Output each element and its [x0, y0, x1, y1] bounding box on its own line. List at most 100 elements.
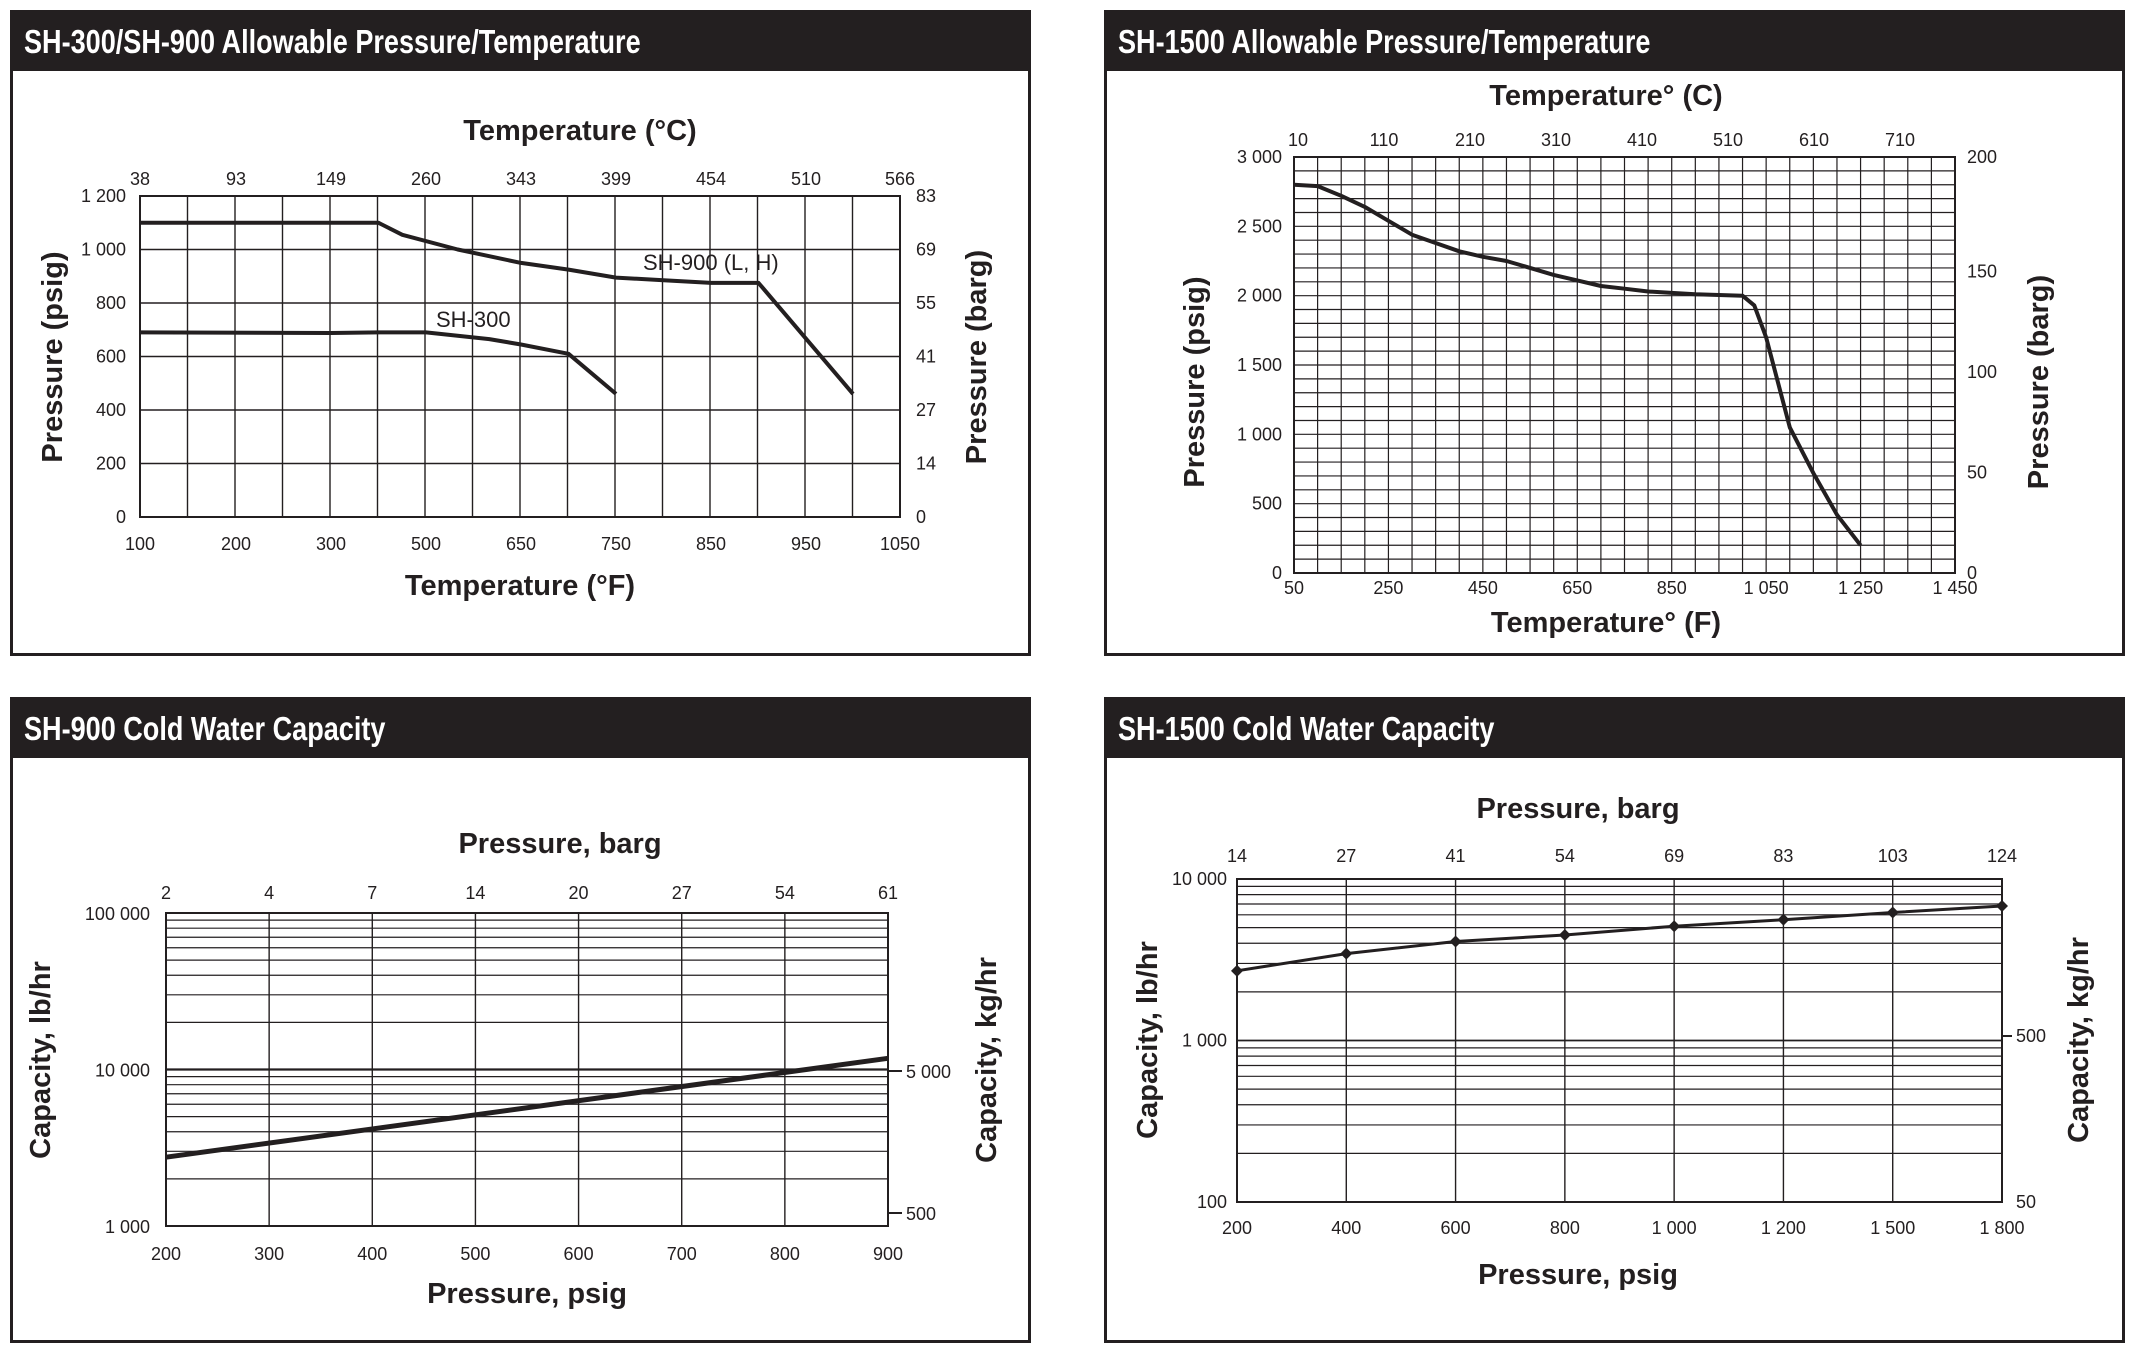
x2-tick-label: 27 — [672, 883, 692, 903]
x-tick-label: 600 — [1441, 1218, 1471, 1238]
y2-axis-title: Pressure (barg) — [2023, 275, 2055, 489]
y-axis-title: Pressure (psig) — [37, 251, 69, 462]
x-tick-label: 650 — [1562, 578, 1592, 598]
y-tick-label: 800 — [96, 293, 126, 313]
x2-axis-title: Temperature° (C) — [1489, 80, 1722, 112]
y-tick-label: 400 — [96, 400, 126, 420]
x-tick-label: 800 — [1550, 1218, 1580, 1238]
x2-tick-label: 27 — [1336, 846, 1356, 866]
y2-tick-label: 100 — [1967, 362, 1997, 382]
x2-tick-label: 7 — [367, 883, 377, 903]
x-tick-label: 800 — [770, 1244, 800, 1264]
x-tick-label: 600 — [564, 1244, 594, 1264]
x-tick-label: 250 — [1373, 578, 1403, 598]
x2-tick-label: 610 — [1799, 130, 1829, 150]
y-axis-title: Pressure (psig) — [1179, 276, 1211, 487]
x2-tick-label: 69 — [1664, 846, 1684, 866]
data-point-marker — [1558, 929, 1571, 942]
x-tick-label: 500 — [411, 534, 441, 554]
x2-tick-label: 343 — [506, 169, 536, 189]
series-line-sh900 — [140, 220, 855, 396]
data-point-marker — [1231, 964, 1243, 977]
x-tick-label: 650 — [506, 534, 536, 554]
chart-capacity-sh1500: 200 400 600 800 1 000 1 200 1 500 1 800 14 27 41 54… — [1132, 793, 2095, 1291]
y-tick-label: 0 — [116, 507, 126, 527]
y-tick-label: 200 — [96, 454, 126, 474]
x-tick-label: 1 500 — [1870, 1218, 1915, 1238]
series-label-sh300: SH-300 — [436, 307, 511, 332]
x-axis-title: Pressure, psig — [1478, 1259, 1678, 1291]
x2-tick-label: 149 — [316, 169, 346, 189]
x-tick-label: 400 — [1331, 1218, 1361, 1238]
x-tick-label: 1050 — [880, 534, 920, 554]
data-point-marker — [1886, 906, 1899, 919]
y2-tick-label: 500 — [906, 1204, 936, 1224]
data-point-marker — [1996, 900, 2008, 913]
y2-axis-title: Capacity, kg/hr — [971, 957, 1003, 1163]
y2-tick-label: 5 000 — [906, 1062, 951, 1082]
y2-axis-title: Pressure (barg) — [961, 250, 993, 464]
x2-tick-label: 410 — [1627, 130, 1657, 150]
x2-tick-label: 83 — [1773, 846, 1793, 866]
panel-title-text: SH-900 Cold Water Capacity — [24, 710, 386, 747]
panel-sh1500-capacity: SH-1500 Cold Water Capacity — [1104, 697, 2125, 1343]
y2-tick-label: 0 — [1967, 563, 1977, 583]
panel-title-text: SH-1500 Allowable Pressure/Temperature — [1118, 23, 1651, 60]
y2-axis-title: Capacity, kg/hr — [2063, 937, 2095, 1143]
x2-tick-label: 454 — [696, 169, 726, 189]
x2-tick-label: 566 — [885, 169, 915, 189]
series-line — [165, 1055, 889, 1160]
y-axis-title: Capacity, lb/hr — [1132, 941, 1164, 1139]
x-tick-label: 700 — [667, 1244, 697, 1264]
y2-tick-label: 0 — [916, 507, 926, 527]
data-point-marker — [1449, 935, 1462, 948]
x-tick-label: 1 000 — [1652, 1218, 1697, 1238]
x2-tick-label: 710 — [1885, 130, 1915, 150]
x-tick-label: 200 — [1222, 1218, 1252, 1238]
x2-tick-label: 124 — [1987, 846, 2017, 866]
y2-tick-label: 150 — [1967, 262, 1997, 282]
y2-tick-label: 55 — [916, 293, 936, 313]
panel-title: SH-300/SH-900 Allowable Pressure/Tempera… — [13, 13, 1028, 71]
x2-tick-label: 14 — [465, 883, 485, 903]
data-point-marker — [1777, 913, 1790, 926]
x2-tick-label: 38 — [130, 169, 150, 189]
x2-tick-label: 10 — [1288, 130, 1308, 150]
y-tick-label: 1 200 — [81, 186, 126, 206]
y-tick-label: 1 000 — [1182, 1031, 1227, 1051]
x2-axis-title: Temperature (°C) — [463, 115, 696, 147]
panel-title: SH-1500 Allowable Pressure/Temperature — [1107, 13, 2122, 71]
y2-tick-label: 200 — [1967, 147, 1997, 167]
x-tick-label: 850 — [1657, 578, 1687, 598]
x2-axis-title: Pressure, barg — [458, 828, 661, 860]
y-tick-label: 2 000 — [1237, 286, 1282, 306]
x-tick-label: 1 050 — [1744, 578, 1789, 598]
x-tick-label: 1 200 — [1761, 1218, 1806, 1238]
y-axis-title: Capacity, lb/hr — [25, 961, 57, 1159]
x-tick-label: 200 — [151, 1244, 181, 1264]
x2-tick-label: 399 — [601, 169, 631, 189]
y-tick-label: 1 000 — [81, 240, 126, 260]
y2-tick-label: 14 — [916, 454, 936, 474]
y2-tick-label: 50 — [1967, 463, 1987, 483]
x-tick-label: 750 — [601, 534, 631, 554]
panel-title-text: SH-1500 Cold Water Capacity — [1118, 710, 1495, 747]
x2-tick-label: 54 — [1555, 846, 1575, 866]
y-tick-label: 1 000 — [105, 1217, 150, 1237]
chart-pressure-temperature-sh300-sh900: 100 200 300 500 650 750 850 950 1050 38 93 149 260 34… — [37, 115, 993, 602]
x2-tick-label: 93 — [226, 169, 246, 189]
y-tick-label: 100 000 — [85, 904, 150, 924]
x-axis-title: Pressure, psig — [427, 1278, 627, 1310]
x2-tick-label: 61 — [878, 883, 898, 903]
x2-tick-label: 210 — [1455, 130, 1485, 150]
y-tick-label: 0 — [1272, 563, 1282, 583]
x2-tick-label: 103 — [1878, 846, 1908, 866]
x2-tick-label: 510 — [1713, 130, 1743, 150]
y2-tick-label: 69 — [916, 240, 936, 260]
x2-tick-label: 510 — [791, 169, 821, 189]
data-point-marker — [1668, 920, 1681, 933]
x2-tick-label: 20 — [569, 883, 589, 903]
x-tick-label: 1 450 — [1932, 578, 1977, 598]
